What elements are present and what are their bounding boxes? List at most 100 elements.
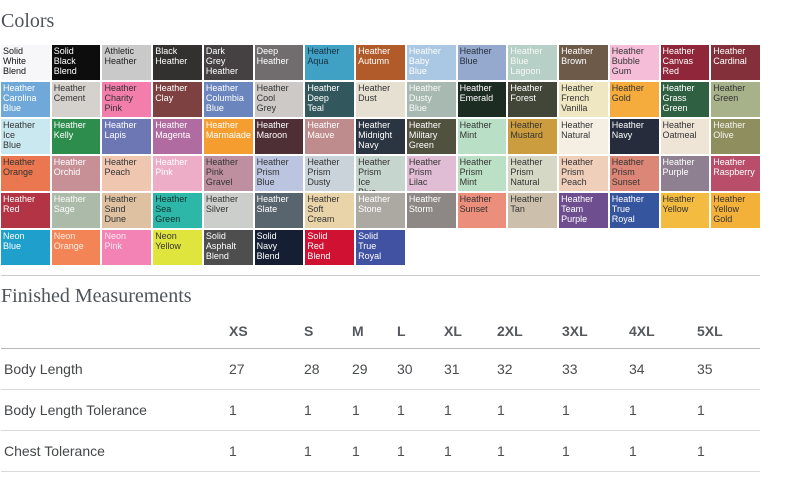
color-swatch: Heather Sea Green [153,193,202,228]
color-swatch: Heather Storm [406,193,456,228]
color-swatch: Heather True Royal [609,193,659,228]
color-swatch: Heather Grass Green [660,82,710,117]
table-row: Body Length Tolerance 1 1 1 1 1 1 1 1 1 [1,389,760,431]
measurements-section-title: Finished Measurements [1,285,192,307]
measurements-table: XS S M L XL 2XL 3XL 4XL 5XL Body Length 27 28 29 30 3… [1,318,760,482]
color-swatch: Heather Sand Dune [102,193,152,228]
color-swatch: Heather Blue Lagoon [508,45,558,80]
color-swatch: Heather Bubble Gum [609,45,659,80]
color-swatch: Heather Raspberry [711,156,760,191]
size-column-header: S [304,318,352,349]
color-swatch: Heather Aqua [305,45,355,80]
color-swatch: Neon Yellow [153,230,202,265]
table-row: Chest Tolerance 1 1 1 1 1 1 1 1 1 [1,430,760,472]
value-cell: 28 [562,471,629,482]
value-cell: 31 [444,348,497,390]
value-cell: 30 [629,471,697,482]
color-swatch: Heather Carolina Blue [1,82,50,117]
row-label-cell: Body Length [1,348,229,390]
size-column-header: M [352,318,397,349]
value-cell: 34 [629,348,697,390]
color-swatch: Heather Cool Grey [254,82,304,117]
color-swatch: Heather Sunset [457,193,507,228]
value-cell: 27 [229,348,304,390]
value-cell: 1 [304,389,352,431]
color-swatch: Heather Prism Dusty [305,156,355,191]
color-swatch: Heather Ice Blue [1,119,50,154]
color-swatch: Heather Yellow Gold [711,193,760,228]
color-swatch: Heather Silver [203,193,253,228]
value-cell: 1 [229,430,304,472]
color-swatch: Heather Prism Blue [254,156,304,191]
value-cell: 1 [444,430,497,472]
value-cell: 1 [697,430,760,472]
color-swatch: Heather Prism Mint [457,156,507,191]
color-swatch: Heather Cardinal [711,45,760,80]
value-cell: 33 [562,348,629,390]
value-cell: 24 [444,471,497,482]
color-swatch: Heather Natural [559,119,608,154]
value-cell: 1 [397,430,444,472]
color-swatch: Heather Prism Sunset [609,156,659,191]
color-swatch: Heather Team Purple [559,193,608,228]
color-swatch: Neon Blue [1,230,50,265]
color-swatch: Heather Midnight Navy [356,119,405,154]
header-row: XS S M L XL 2XL 3XL 4XL 5XL [1,318,760,349]
value-cell: 32 [497,348,562,390]
color-swatch: Solid Navy Blend [254,230,304,265]
color-swatch: Heather Deep Teal [305,82,355,117]
color-swatch: Heather Mustard [508,119,558,154]
color-swatch: Heather Baby Blue [406,45,456,80]
color-swatch: Heather Blue [457,45,507,80]
color-swatch: Heather Dust [356,82,405,117]
measurements-table-head: XS S M L XL 2XL 3XL 4XL 5XL [1,318,760,349]
size-column-header: 2XL [497,318,562,349]
color-swatch: Heather Purple [660,156,710,191]
value-cell: 20 [352,471,397,482]
color-swatch: Black Heather [153,45,202,80]
section-divider [1,275,760,276]
color-swatch: Heather Canvas Red [660,45,710,80]
color-swatch: Heather Magenta [153,119,202,154]
size-column-header: XS [229,318,304,349]
color-swatch: Heather Sage [51,193,101,228]
color-swatch-grid: Solid White Blend Solid Black Blend Athlet… [1,45,760,265]
value-cell: 1 [352,430,397,472]
value-cell: 22 [397,471,444,482]
table-row: Body Length 27 28 29 30 31 32 33 34 35 [1,348,760,390]
color-swatch: Heather Gold [609,82,659,117]
color-swatch: Heather Soft Cream [305,193,355,228]
color-swatch: Heather Brown [559,45,608,80]
color-swatch: Dark Grey Heather [203,45,253,80]
color-swatch: Heather Olive [711,119,760,154]
color-swatch: Heather Navy [609,119,659,154]
color-swatch: Heather Dusty Blue [406,82,456,117]
color-swatch: Heather Red [1,193,50,228]
value-cell: 35 [697,348,760,390]
color-swatch: Heather Kelly [51,119,101,154]
colors-section-title: Colors [1,10,55,32]
color-swatch: Neon Orange [51,230,101,265]
color-swatch: Heather Prism Peach [559,156,608,191]
color-swatch: Heather Pink Gravel [203,156,253,191]
size-column-header: XL [444,318,497,349]
color-swatch: Heather Columbia Blue [203,82,253,117]
color-swatch: Solid True Royal [356,230,405,265]
color-swatch: Heather Peach [102,156,152,191]
color-swatch: Heather Marmalade [203,119,253,154]
size-column-header: L [397,318,444,349]
value-cell: 1 [352,389,397,431]
value-cell: 28 [304,348,352,390]
value-cell: 1 [497,389,562,431]
color-swatch: Heather Mint [457,119,507,154]
color-swatch: Heather Stone [356,193,405,228]
color-swatch: Solid Black Blend [51,45,101,80]
color-swatch: Heather Emerald [457,82,507,117]
color-swatch: Heather Clay [153,82,202,117]
value-cell: 1 [304,430,352,472]
value-cell: 1 [397,389,444,431]
color-swatch: Heather Military Green [406,119,456,154]
color-swatch: Heather Slate [254,193,304,228]
value-cell: 1 [629,430,697,472]
value-cell: 30 [397,348,444,390]
